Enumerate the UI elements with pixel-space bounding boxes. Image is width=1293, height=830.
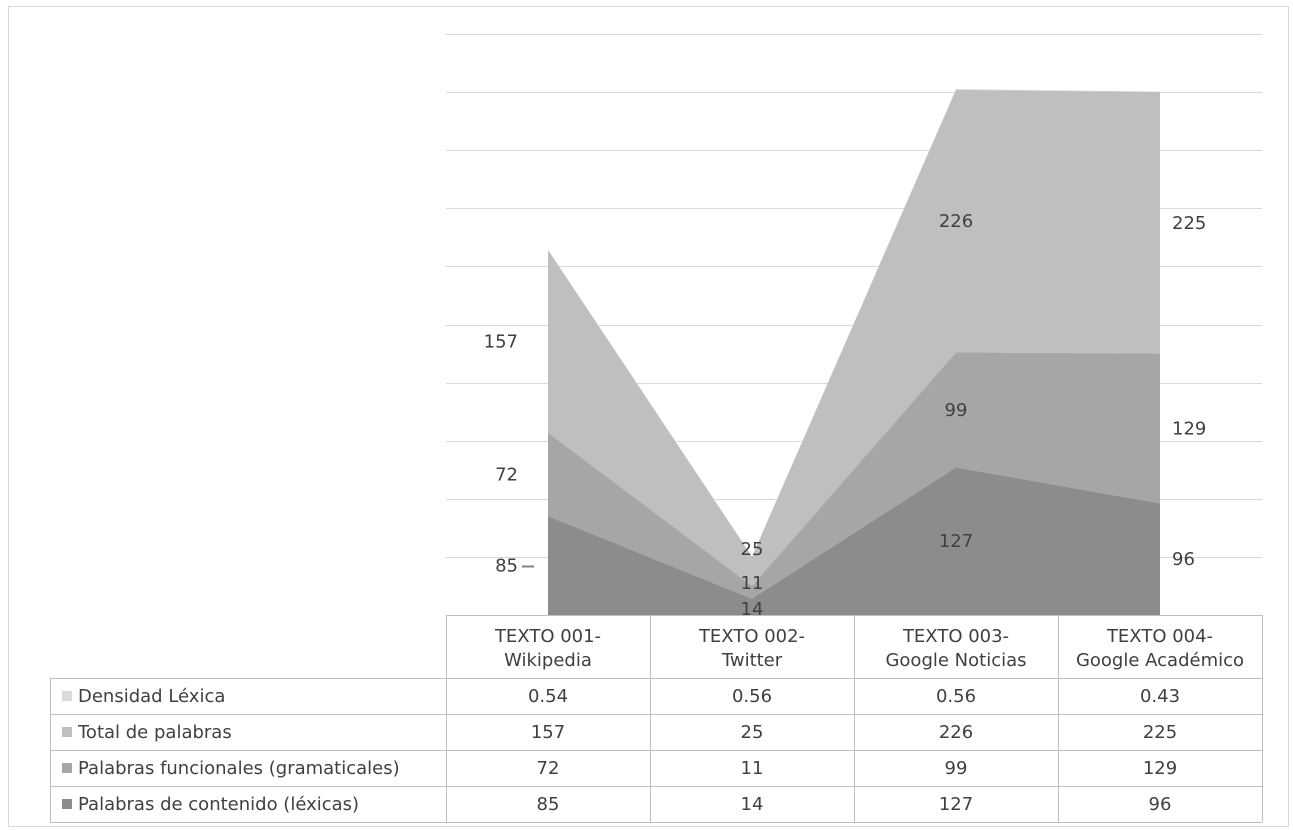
- table-cell: 226: [939, 722, 973, 743]
- table-cell: 0.56: [936, 686, 976, 707]
- chart-frame: [8, 6, 1289, 827]
- table-cell: 0.56: [732, 686, 772, 707]
- table-cell: 225: [1143, 722, 1177, 743]
- legend-key: [62, 727, 72, 737]
- data-label: 25: [741, 539, 764, 560]
- table-row-label: Densidad Léxica: [78, 686, 225, 707]
- table-cell: 0.54: [528, 686, 568, 707]
- data-label: 127: [939, 531, 973, 552]
- table-cell: 0.43: [1140, 686, 1180, 707]
- table-cell: 72: [537, 758, 560, 779]
- data-label: 14: [741, 599, 764, 620]
- area-0: [548, 467, 1160, 615]
- table-row-label: Palabras de contenido (léxicas): [78, 794, 359, 815]
- table-cell: 14: [741, 794, 764, 815]
- table-cell: 85: [537, 794, 560, 815]
- area-1: [548, 352, 1160, 599]
- data-label: 225: [1172, 213, 1206, 234]
- table-cell: 99: [945, 758, 968, 779]
- data-label: 72: [495, 464, 518, 485]
- data-label: 226: [939, 211, 973, 232]
- area-3: [548, 89, 1160, 557]
- data-label: 129: [1172, 418, 1206, 439]
- table-row-label: Palabras funcionales (gramaticales): [78, 758, 400, 779]
- category-label: TEXTO 004-Google Académico: [1076, 626, 1244, 671]
- table-cell: 157: [531, 722, 565, 743]
- data-label: 85: [495, 556, 518, 577]
- table-cell: 11: [741, 758, 764, 779]
- table-cell: 129: [1143, 758, 1177, 779]
- data-labels: 85 14 127 96 72 11 99 129 157 25 226 225: [484, 211, 1207, 620]
- legend-key: [62, 691, 72, 701]
- legend-key: [62, 799, 72, 809]
- data-label: 99: [945, 400, 968, 421]
- table-cell: 127: [939, 794, 973, 815]
- category-label: TEXTO 003-Google Noticias: [885, 626, 1026, 671]
- data-label: 11: [741, 573, 764, 594]
- legend-key: [62, 763, 72, 773]
- table-row-label: Total de palabras: [77, 722, 232, 743]
- table-cell: 96: [1149, 794, 1172, 815]
- data-label: 96: [1172, 549, 1195, 570]
- table-cell: 25: [741, 722, 764, 743]
- category-label: TEXTO 002-Twitter: [698, 626, 805, 671]
- area-series: [548, 89, 1160, 615]
- data-table: TEXTO 001-Wikipedia TEXTO 002-Twitter TEXT…: [50, 615, 1263, 823]
- area-2: [548, 89, 1160, 587]
- category-label: TEXTO 001-Wikipedia: [494, 626, 601, 671]
- data-label: 157: [484, 331, 518, 352]
